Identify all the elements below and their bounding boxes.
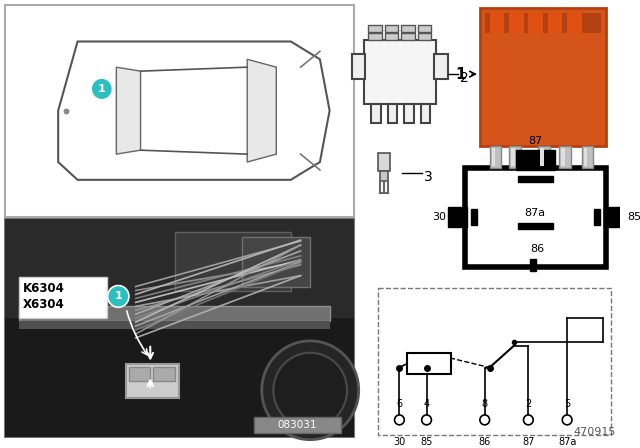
Text: 85: 85 xyxy=(627,212,640,222)
Bar xyxy=(595,210,600,225)
Polygon shape xyxy=(247,59,276,162)
Polygon shape xyxy=(58,42,330,180)
Bar xyxy=(584,148,588,166)
Text: 87a: 87a xyxy=(525,208,546,219)
Bar xyxy=(509,146,520,168)
Polygon shape xyxy=(637,206,640,229)
Text: 86: 86 xyxy=(531,244,545,254)
Text: 30: 30 xyxy=(394,437,406,447)
Bar xyxy=(529,13,543,33)
Bar xyxy=(19,276,107,318)
Bar xyxy=(385,25,399,32)
Bar xyxy=(420,104,431,124)
Bar xyxy=(480,8,606,146)
Text: 6: 6 xyxy=(396,399,403,409)
Text: 86: 86 xyxy=(479,437,491,447)
Bar xyxy=(388,104,397,124)
Bar xyxy=(153,366,175,381)
Circle shape xyxy=(273,353,347,428)
Text: 1: 1 xyxy=(455,67,465,82)
Text: 87: 87 xyxy=(528,136,542,146)
Bar xyxy=(531,259,536,271)
Circle shape xyxy=(524,415,533,425)
Circle shape xyxy=(422,415,431,425)
Bar xyxy=(19,306,330,321)
Bar xyxy=(5,5,354,217)
Text: 2: 2 xyxy=(525,399,531,409)
Circle shape xyxy=(563,415,572,425)
Bar xyxy=(5,220,354,318)
Circle shape xyxy=(91,78,113,100)
Text: 1: 1 xyxy=(98,84,106,94)
Bar xyxy=(364,39,436,104)
Bar xyxy=(582,146,593,168)
Bar xyxy=(518,223,552,229)
Bar xyxy=(129,366,150,381)
Bar xyxy=(559,146,571,168)
Bar xyxy=(540,148,544,166)
Bar xyxy=(561,148,565,166)
Bar xyxy=(380,171,388,181)
Bar xyxy=(371,104,381,124)
Bar xyxy=(352,54,365,79)
Bar xyxy=(604,207,623,227)
Circle shape xyxy=(395,415,404,425)
Bar xyxy=(518,176,552,182)
Bar xyxy=(407,353,451,375)
Text: X6304: X6304 xyxy=(23,298,65,311)
Bar xyxy=(538,146,550,168)
Bar xyxy=(623,207,637,227)
Polygon shape xyxy=(116,67,141,154)
Bar xyxy=(448,207,467,227)
Bar xyxy=(5,318,354,437)
Bar xyxy=(243,237,310,287)
Bar xyxy=(5,220,354,437)
Bar xyxy=(492,148,495,166)
Text: 2: 2 xyxy=(460,71,468,85)
Circle shape xyxy=(108,285,129,307)
Text: 87a: 87a xyxy=(558,437,576,447)
Bar xyxy=(471,210,477,225)
Bar xyxy=(175,232,291,292)
Text: 083031: 083031 xyxy=(278,420,317,430)
Text: 8: 8 xyxy=(482,399,488,409)
Bar xyxy=(369,33,382,39)
Bar xyxy=(378,153,390,171)
Bar xyxy=(418,33,431,39)
Text: 470915: 470915 xyxy=(573,426,616,437)
Text: 4: 4 xyxy=(424,399,429,409)
Bar xyxy=(254,417,341,433)
Bar xyxy=(435,54,448,79)
Bar xyxy=(19,321,330,329)
Bar xyxy=(511,148,515,166)
Bar xyxy=(385,33,399,39)
Bar xyxy=(465,168,606,267)
Text: 1: 1 xyxy=(115,291,122,302)
Text: 5: 5 xyxy=(564,399,570,409)
Bar xyxy=(369,25,382,32)
Bar xyxy=(484,13,601,33)
Circle shape xyxy=(262,341,358,439)
Bar xyxy=(404,104,414,124)
Bar xyxy=(418,25,431,32)
Text: 85: 85 xyxy=(420,437,433,447)
Text: 87: 87 xyxy=(522,437,534,447)
Bar xyxy=(126,364,179,398)
Bar xyxy=(509,13,524,33)
Bar xyxy=(401,33,415,39)
Bar xyxy=(490,146,501,168)
Bar xyxy=(567,13,582,33)
Bar xyxy=(378,289,611,435)
Bar xyxy=(548,13,563,33)
Text: 30: 30 xyxy=(432,212,446,222)
Circle shape xyxy=(480,415,490,425)
Text: K6304: K6304 xyxy=(23,282,65,295)
Bar xyxy=(516,150,554,170)
Bar xyxy=(401,25,415,32)
Bar xyxy=(490,13,504,33)
Text: 3: 3 xyxy=(424,170,433,184)
